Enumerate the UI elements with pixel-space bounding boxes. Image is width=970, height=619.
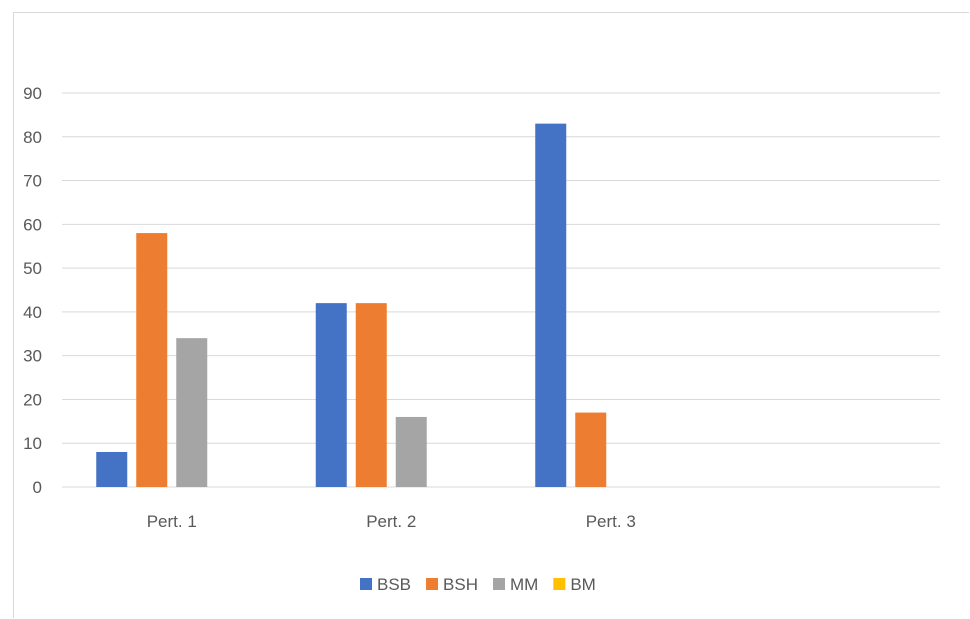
y-tick-label: 80: [23, 128, 42, 147]
legend-label-bsb: BSB: [377, 575, 411, 594]
y-tick-label: 40: [23, 303, 42, 322]
legend-swatch-bm: [553, 578, 566, 590]
bar-mm-1: [176, 338, 208, 487]
bar-bsh-2: [355, 303, 387, 487]
legend-label-bm: BM: [570, 575, 596, 594]
x-tick-label: Pert. 2: [366, 512, 416, 531]
bar-bsb-2: [315, 303, 347, 487]
x-axis-tick-labels: Pert. 1 Pert. 2 Pert. 3: [147, 512, 636, 531]
y-tick-label: 70: [23, 172, 42, 191]
y-tick-label: 30: [23, 347, 42, 366]
y-tick-label: 0: [33, 478, 42, 497]
legend-label-mm: MM: [510, 575, 538, 594]
legend-label-bsh: BSH: [443, 575, 478, 594]
y-tick-label: 90: [23, 84, 42, 103]
legend-swatch-bsb: [360, 578, 372, 590]
x-tick-label: Pert. 1: [147, 512, 197, 531]
bar-mm-2: [395, 416, 427, 487]
legend-swatch-bsh: [426, 578, 439, 590]
bars: [96, 123, 607, 488]
y-tick-label: 10: [23, 434, 42, 453]
y-tick-label: 20: [23, 390, 42, 409]
bar-bsh-1: [136, 233, 168, 487]
gridlines: [62, 92, 940, 488]
y-tick-label: 60: [23, 215, 42, 234]
bar-bsb-3: [535, 123, 567, 488]
legend-swatch-mm: [493, 578, 505, 590]
legend: BSB BSH MM BM: [360, 575, 596, 594]
bar-bsb-1: [96, 451, 128, 487]
chart-frame: [13, 12, 969, 618]
bar-bsh-3: [575, 412, 607, 487]
y-axis-tick-labels: 0 10 20 30 40 50 60 70 80 90: [23, 84, 42, 497]
y-tick-label: 50: [23, 259, 42, 278]
x-tick-label: Pert. 3: [586, 512, 636, 531]
